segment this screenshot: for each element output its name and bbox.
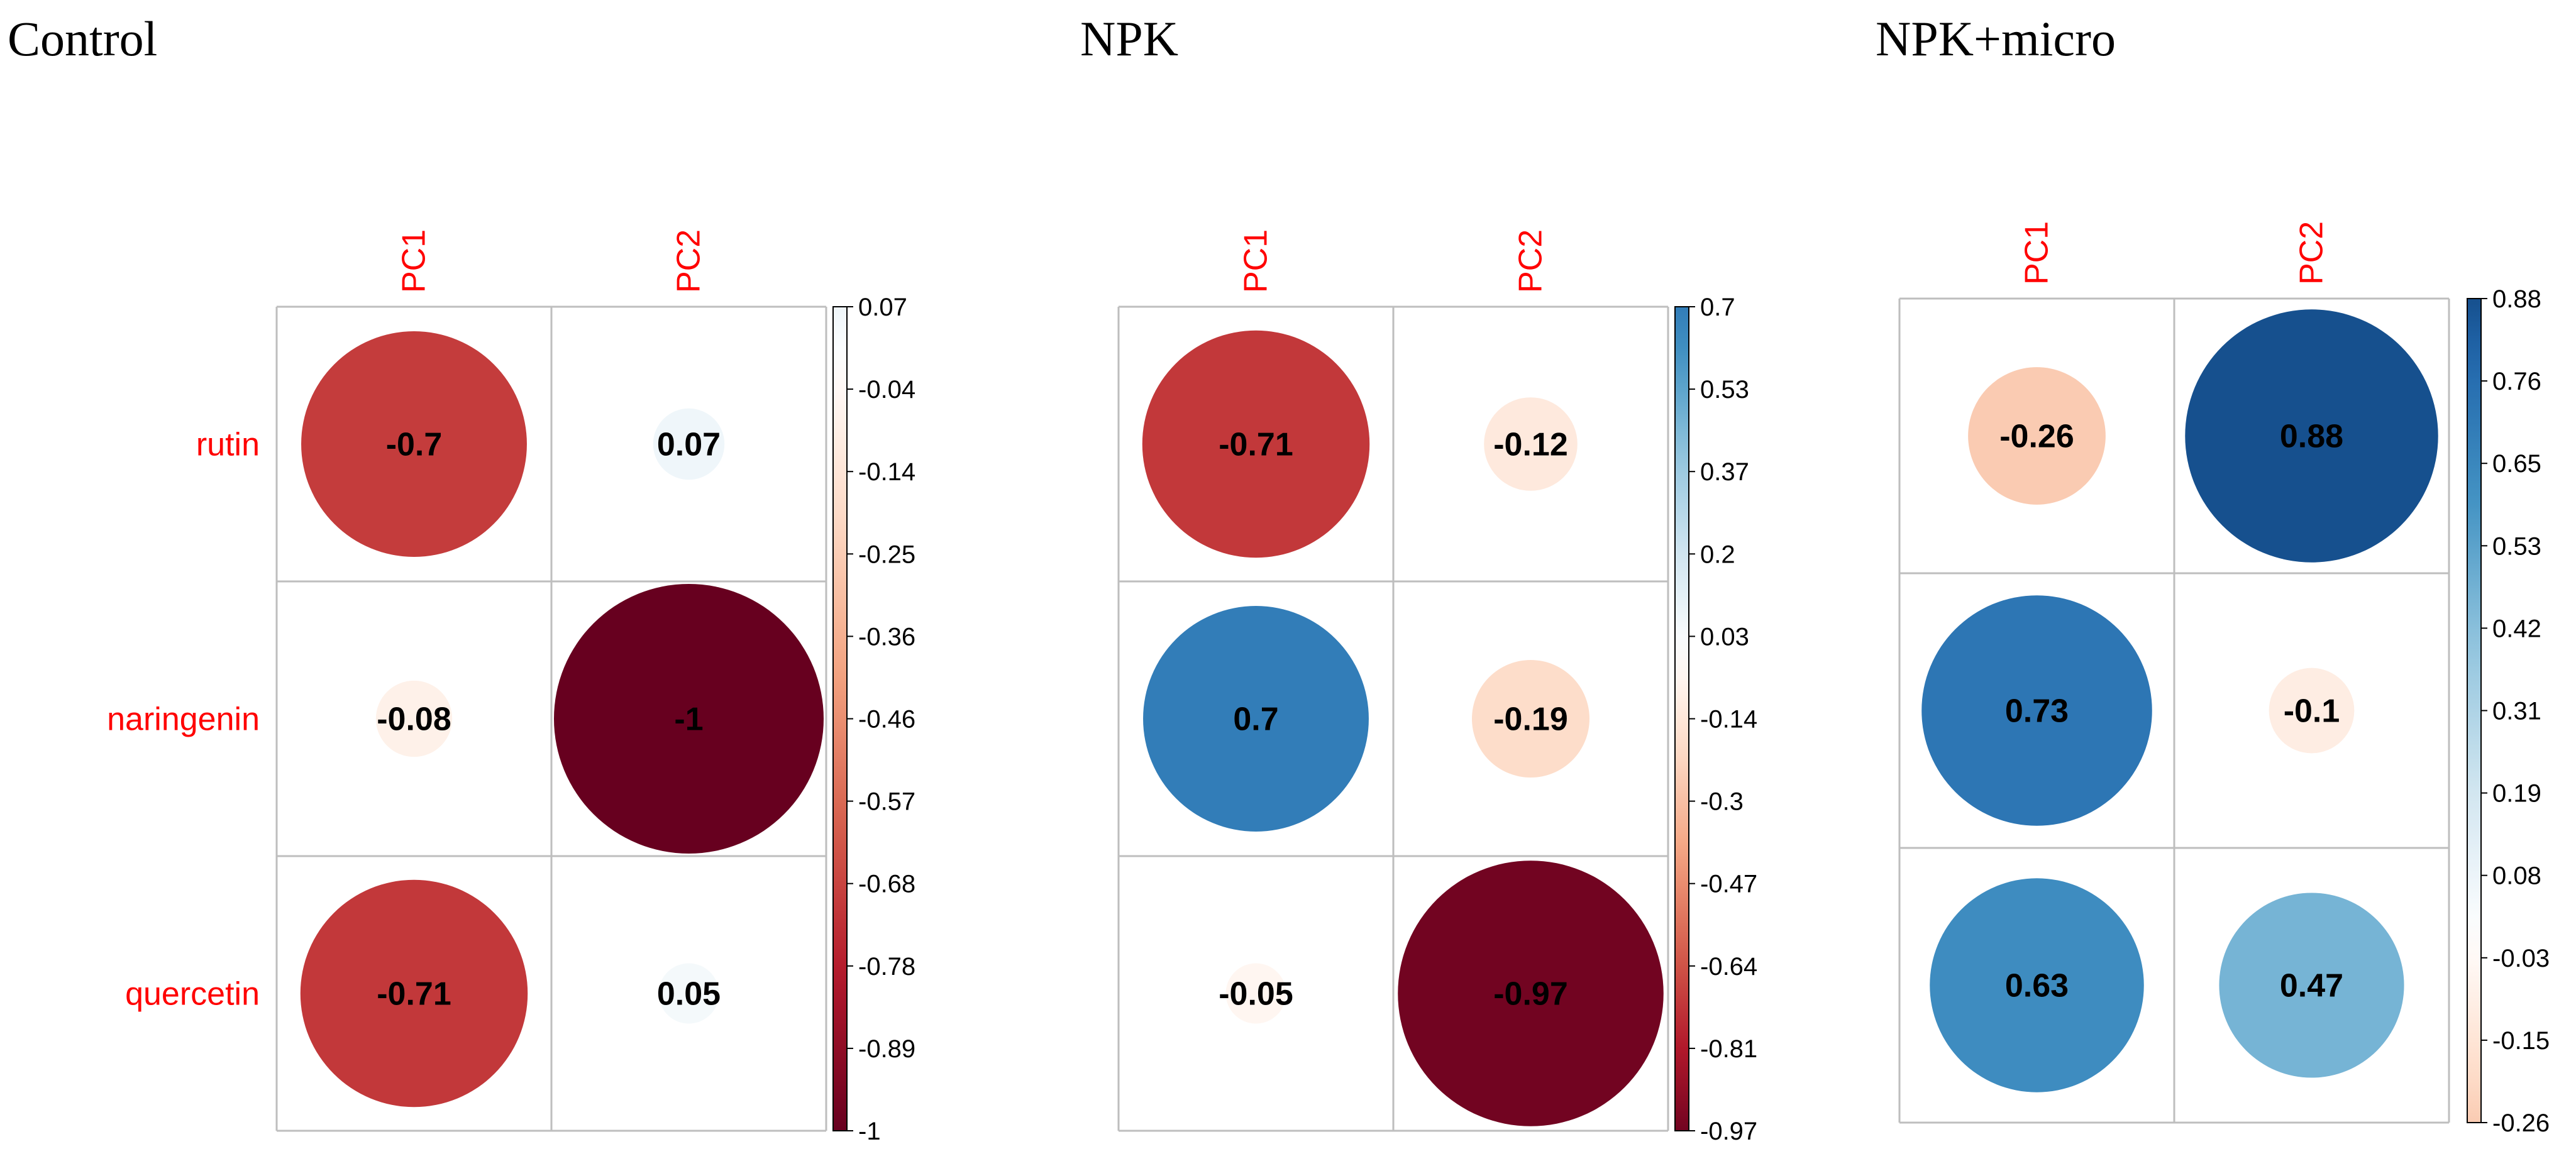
- correlation-circle: [1484, 397, 1578, 491]
- data-label: 0.73: [2005, 693, 2069, 730]
- colorbar-tick-label: 0.07: [858, 294, 907, 321]
- correlation-circle: [1472, 660, 1589, 778]
- correlation-circle: [1968, 367, 2106, 505]
- data-label: -0.7: [386, 427, 443, 463]
- correlation-circle: [2269, 668, 2355, 754]
- correlation-circle: [301, 331, 527, 557]
- data-label: -0.71: [377, 976, 451, 1013]
- colorbar-tick-label: 0.53: [1700, 376, 1749, 404]
- colorbar-tick-label: -0.46: [858, 706, 915, 734]
- colorbar-tick-label: 0.53: [2492, 532, 2541, 560]
- colorbar-tick-label: -0.26: [2492, 1109, 2550, 1137]
- panel-title: NPK+micro: [1876, 11, 2116, 66]
- data-label: 0.88: [2280, 419, 2343, 455]
- correlation-circle: [653, 408, 725, 480]
- colorbar-tick-label: 0.37: [1700, 458, 1749, 486]
- colorbar-tick-label: 0.08: [2492, 862, 2541, 890]
- correlation-circle: [554, 584, 824, 854]
- correlation-circle: [300, 879, 528, 1108]
- colorbar-tick-label: 0.7: [1700, 294, 1735, 321]
- data-label: -0.97: [1493, 976, 1568, 1013]
- correlation-circle: [658, 963, 719, 1024]
- colorbar-tick-label: -0.14: [1700, 706, 1757, 734]
- correlation-circle: [1921, 595, 2152, 826]
- chart-panel-1: Control PC1 PC2 rutin naringenin quercetin -0.…: [8, 11, 915, 1145]
- colorbar-tick-label: 0.76: [2492, 368, 2541, 395]
- colorbar-tick-label: -0.89: [858, 1035, 915, 1063]
- correlation-circle: [2185, 309, 2438, 563]
- chart-panel-2: NPK PC1 PC2 -0.71 -0.12 0.7 -0.19 -0.05 -0.97 0.7…: [1080, 11, 1757, 1145]
- grid-lines: [275, 305, 827, 1132]
- colorbar-tick-label: 0.2: [1700, 541, 1735, 568]
- data-label: 0.07: [657, 427, 721, 463]
- colorbar-tick-label: -0.25: [858, 541, 915, 568]
- colorbar-tick-label: 0.19: [2492, 780, 2541, 808]
- colorbar-tick-label: -0.36: [858, 623, 915, 651]
- data-label: -0.12: [1493, 427, 1568, 463]
- colorbar-tick-label: 0.65: [2492, 450, 2541, 478]
- colorbar-tick-label: -0.68: [858, 871, 915, 898]
- correlation-circle: [1142, 330, 1370, 558]
- row-label: naringenin: [107, 701, 260, 738]
- colorbar-tick-label: -1: [858, 1118, 881, 1145]
- correlation-circle: [1930, 878, 2144, 1092]
- column-label: PC2: [1513, 229, 1549, 293]
- correlation-circle: [1398, 860, 1664, 1126]
- row-label: rutin: [196, 427, 260, 463]
- panel-title: Control: [8, 11, 157, 66]
- grid-lines: [1898, 297, 2450, 1124]
- data-label: 0.63: [2005, 968, 2069, 1004]
- colorbar: [1675, 307, 1689, 1131]
- colorbar-tick-label: 0.88: [2492, 285, 2541, 313]
- correlation-circle: [375, 680, 453, 757]
- data-label: -0.05: [1219, 976, 1293, 1013]
- correlation-circle: [1143, 606, 1369, 832]
- data-label: -0.1: [2284, 693, 2340, 730]
- colorbar-tick-label: 0.03: [1700, 623, 1749, 651]
- grid-lines: [1117, 305, 1669, 1132]
- colorbar-tick-label: 0.31: [2492, 698, 2541, 725]
- row-label: quercetin: [125, 976, 260, 1013]
- column-label: PC2: [671, 229, 707, 293]
- colorbar-tick-label: -0.15: [2492, 1027, 2550, 1055]
- column-label: PC1: [396, 229, 433, 293]
- data-label: -0.08: [377, 701, 451, 738]
- colorbar-tick-label: -0.04: [858, 376, 915, 404]
- colorbar-tick-label: -0.3: [1700, 788, 1744, 816]
- column-label: PC1: [2019, 221, 2055, 285]
- correlation-circle: [1225, 963, 1286, 1024]
- data-label: -0.19: [1493, 701, 1568, 738]
- data-label: 0.47: [2280, 968, 2343, 1004]
- colorbar-tick-label: -0.57: [858, 788, 915, 816]
- panel-title: NPK: [1080, 11, 1178, 66]
- correlation-circle: [2219, 893, 2404, 1078]
- colorbar-tick-label: 0.42: [2492, 615, 2541, 642]
- column-label: PC1: [1238, 229, 1274, 293]
- data-label: 0.7: [1233, 701, 1278, 738]
- data-label: -0.71: [1219, 427, 1293, 463]
- colorbar-tick-label: -0.64: [1700, 953, 1757, 981]
- data-label: 0.05: [657, 976, 721, 1013]
- colorbar-tick-label: -0.81: [1700, 1035, 1757, 1063]
- colorbar-tick-label: -0.47: [1700, 871, 1757, 898]
- colorbar-tick-label: -0.03: [2492, 945, 2550, 972]
- data-label: -0.26: [1999, 419, 2074, 455]
- colorbar: [2467, 299, 2481, 1123]
- colorbar: [833, 307, 847, 1131]
- colorbar-tick-label: -0.97: [1700, 1118, 1757, 1145]
- column-label: PC2: [2294, 221, 2330, 285]
- chart-panel-3: NPK+micro PC1 PC2 -0.26 0.88 0.73 -0.1 0.63 0.47…: [1876, 11, 2550, 1137]
- colorbar-tick-label: -0.14: [858, 458, 915, 486]
- colorbar-tick-label: -0.78: [858, 953, 915, 981]
- data-label: -1: [674, 701, 703, 738]
